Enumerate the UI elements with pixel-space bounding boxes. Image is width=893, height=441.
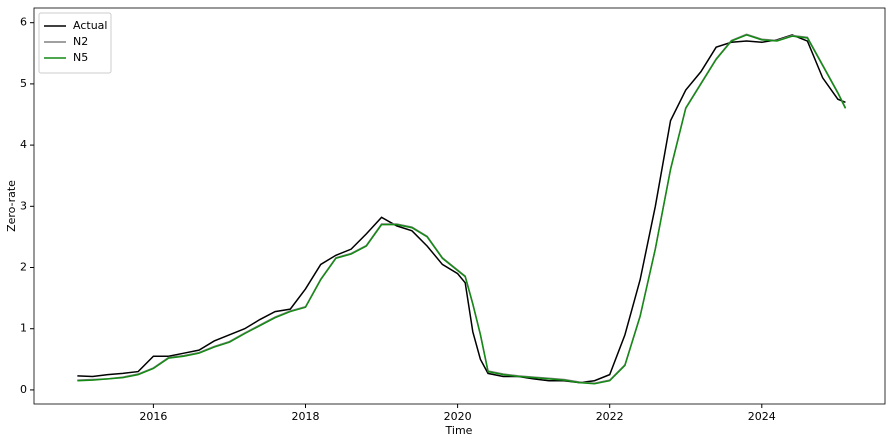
x-axis-label: Time [445, 424, 473, 437]
x-tick-label: 2020 [444, 410, 472, 423]
y-tick-label: 0 [20, 383, 27, 396]
y-tick-label: 4 [20, 138, 27, 151]
line-series [77, 34, 846, 384]
plot-frame [33, 7, 886, 405]
legend-label: N5 [73, 51, 88, 64]
y-tick-label: 2 [20, 261, 27, 274]
y-tick-label: 1 [20, 322, 27, 335]
x-tick-label: 2022 [596, 410, 624, 423]
legend-label: N2 [73, 35, 88, 48]
y-tick-label: 5 [20, 77, 27, 90]
x-tick-label: 2016 [139, 410, 167, 423]
line-series [77, 34, 847, 385]
y-axis-label: Zero-rate [5, 180, 18, 232]
x-tick-label: 2018 [291, 410, 319, 423]
x-tick-label: 2024 [748, 410, 776, 423]
y-tick-label: 3 [20, 199, 27, 212]
legend-label: Actual [73, 19, 107, 32]
y-tick-label: 6 [20, 16, 27, 29]
line-series [77, 33, 847, 384]
